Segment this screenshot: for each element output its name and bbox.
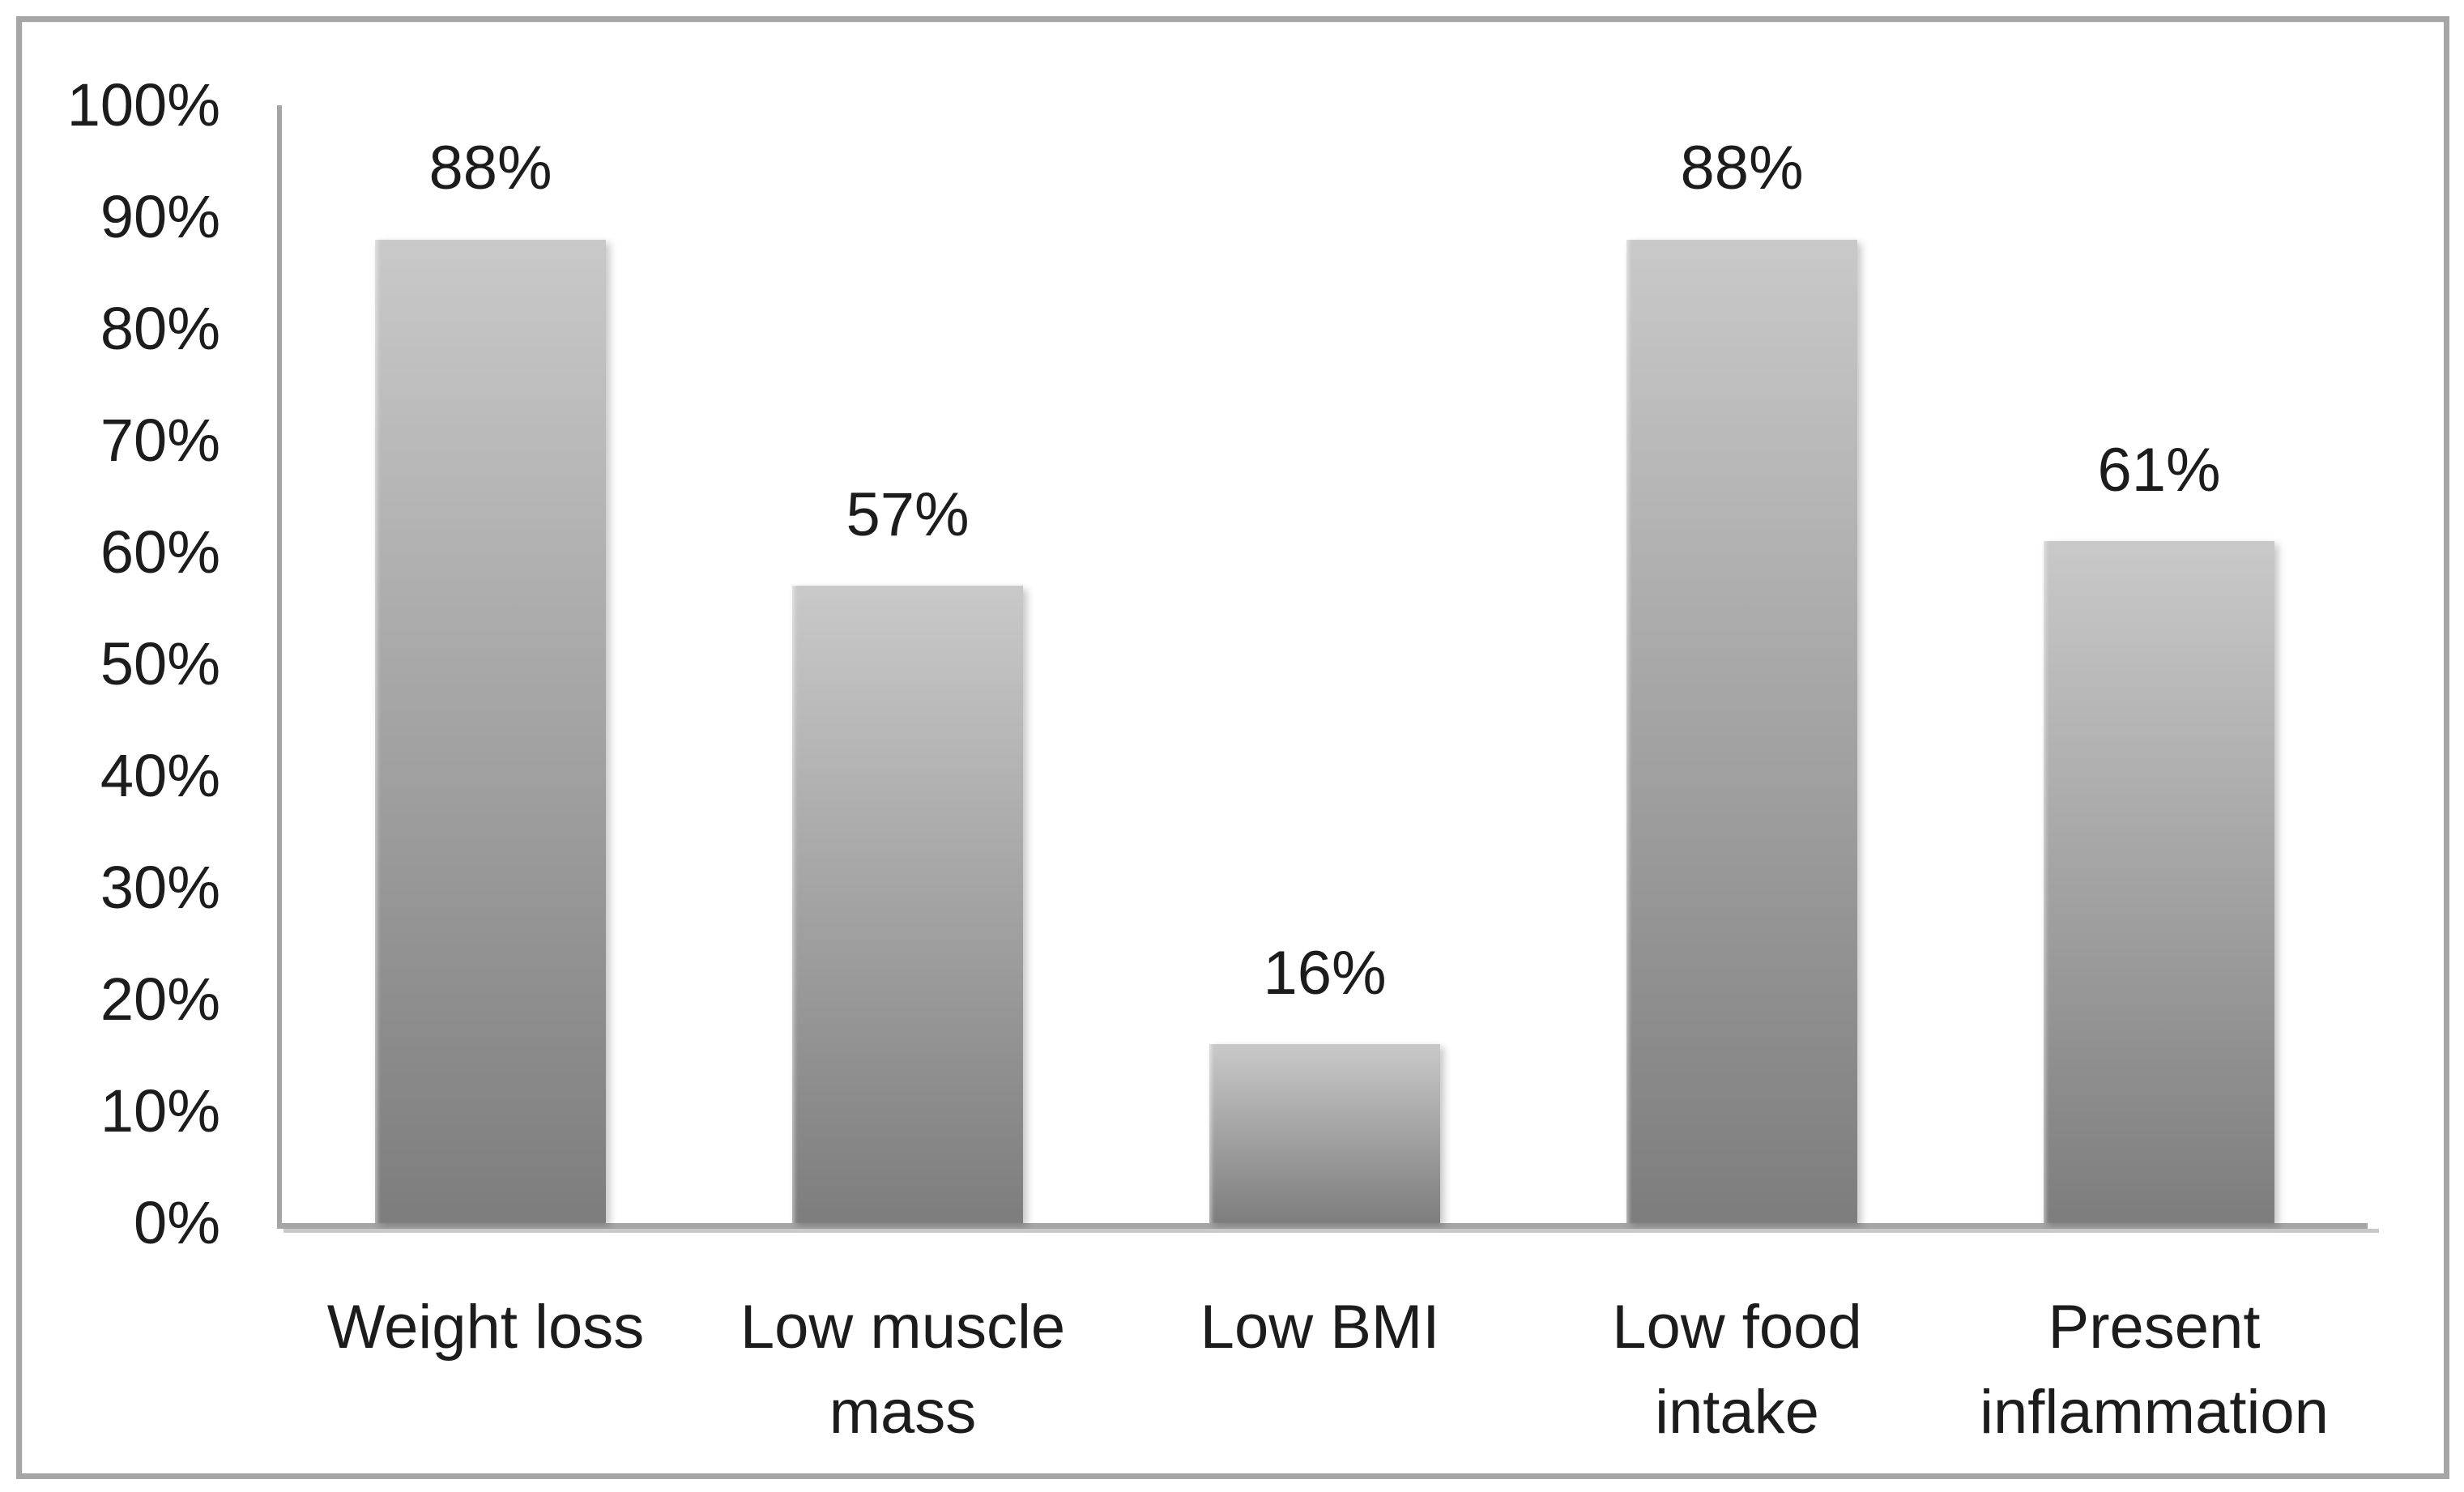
bar [1209, 1044, 1441, 1223]
bar-value-label: 88% [428, 134, 552, 203]
x-axis-category-label: Low BMI [1200, 1293, 1440, 1362]
y-axis-tick-label: 90% [100, 183, 220, 250]
y-axis-tick-label: 0% [134, 1189, 220, 1256]
x-axis-category-label: Low muscle mass [740, 1293, 1066, 1447]
bar-value-label: 16% [1263, 938, 1387, 1008]
bar-group-low-food-intake: 88% [1533, 105, 1950, 1223]
y-axis-tick-label: 30% [100, 854, 220, 921]
x-axis-category-label: Weight loss [326, 1293, 645, 1362]
bar-group-present-inflammation: 61% [1950, 105, 2368, 1223]
y-axis: 100% 90% 80% 70% 60% 50% 40% 30% 20% 10%… [0, 75, 220, 1253]
plot-area: 88% 57% 16% 88% 61% [277, 105, 2379, 1233]
x-axis-category-label: Present inflammation [1980, 1293, 2329, 1447]
chart-frame-border [16, 16, 2449, 1479]
bar-value-label: 88% [1680, 134, 1804, 203]
y-axis-tick-label: 10% [100, 1077, 220, 1145]
y-axis-tick-label: 70% [100, 407, 220, 474]
bar-group-low-muscle-mass: 57% [699, 105, 1116, 1223]
bar-group-low-bmi: 16% [1116, 105, 1533, 1223]
y-axis-tick-label: 20% [100, 966, 220, 1033]
y-axis-tick-label: 100% [66, 71, 220, 139]
bar-value-label: 57% [846, 480, 970, 549]
x-axis-category-label: Low food intake [1612, 1293, 1862, 1447]
y-axis-tick-label: 60% [100, 518, 220, 586]
bar-value-label: 61% [2097, 435, 2221, 505]
y-axis-tick-label: 40% [100, 742, 220, 809]
bar [791, 586, 1024, 1223]
bar [1626, 239, 1858, 1223]
bar [2043, 541, 2275, 1223]
y-axis-tick-label: 50% [100, 630, 220, 697]
bar-group-weight-loss: 88% [282, 105, 699, 1223]
bar [374, 239, 607, 1223]
x-axis: Weight loss Low muscle mass Low BMI Low … [277, 1234, 2363, 1456]
y-axis-tick-label: 80% [100, 295, 220, 362]
